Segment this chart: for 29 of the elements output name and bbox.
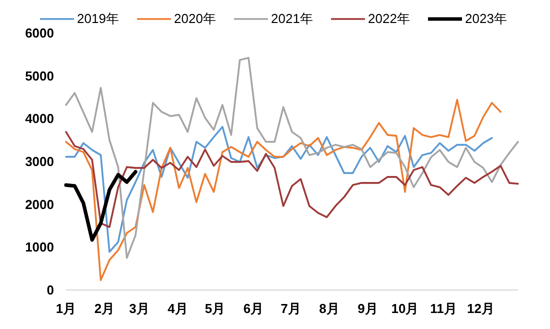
x-tick-label: 12月	[467, 301, 494, 316]
x-tick-label: 10月	[391, 301, 419, 316]
y-tick-label: 3000	[25, 154, 54, 170]
y-tick-label: 1000	[25, 240, 54, 255]
line-series	[65, 126, 493, 253]
y-tick-label: 6000	[25, 26, 54, 41]
y-tick-label: 2000	[25, 196, 54, 212]
x-tick-label: 4月	[168, 301, 188, 316]
x-tick-label: 5月	[204, 301, 226, 316]
line-series	[65, 131, 519, 228]
x-tick-label: 6月	[243, 301, 264, 316]
y-tick-label: 0	[46, 282, 54, 298]
x-tick-label: 8月	[319, 301, 340, 316]
legend-label: 2022年	[368, 11, 410, 26]
line-series	[65, 56, 519, 259]
legend-label: 2020年	[174, 11, 216, 26]
x-tick-label: 1月	[56, 301, 76, 316]
y-tick-label: 4000	[25, 111, 54, 126]
legend-label: 2021年	[271, 11, 313, 26]
y-tick-label: 5000	[25, 68, 54, 84]
x-tick-label: 3月	[129, 301, 150, 316]
x-tick-label: 9月	[358, 301, 378, 316]
x-tick-label: 11月	[430, 301, 457, 316]
line-series	[64, 170, 138, 242]
x-tick-label: 7月	[280, 301, 301, 316]
legend-label: 2023年	[465, 11, 507, 26]
line-series	[65, 98, 502, 282]
legend-label: 2019年	[77, 11, 119, 26]
x-tick-label: 2月	[94, 301, 115, 316]
